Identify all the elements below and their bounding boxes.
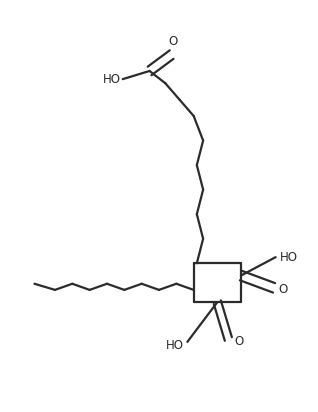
- Text: HO: HO: [103, 73, 121, 86]
- Text: HO: HO: [280, 250, 298, 264]
- Text: O: O: [234, 335, 243, 348]
- Text: O: O: [169, 35, 178, 49]
- Text: HO: HO: [166, 339, 184, 351]
- Text: O: O: [279, 283, 288, 296]
